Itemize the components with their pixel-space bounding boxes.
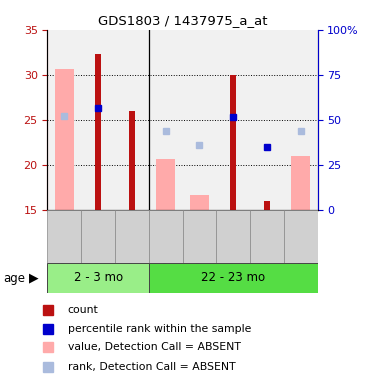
Title: GDS1803 / 1437975_a_at: GDS1803 / 1437975_a_at — [98, 15, 267, 27]
Text: count: count — [68, 305, 99, 315]
Bar — [149, 210, 182, 262]
Bar — [264, 201, 270, 210]
Bar — [129, 111, 135, 210]
Bar — [81, 30, 115, 210]
Bar — [156, 159, 175, 210]
Bar — [47, 262, 149, 292]
Bar — [182, 30, 216, 210]
Bar — [291, 156, 310, 210]
Bar — [190, 195, 209, 210]
Bar — [250, 210, 284, 262]
Bar — [182, 210, 216, 262]
Bar — [284, 30, 318, 210]
Bar — [230, 75, 236, 210]
Bar — [55, 69, 74, 210]
Text: 22 - 23 mo: 22 - 23 mo — [201, 271, 265, 284]
Bar — [81, 210, 115, 262]
Bar — [250, 30, 284, 210]
Text: 2 - 3 mo: 2 - 3 mo — [73, 271, 123, 284]
Text: age: age — [4, 272, 26, 285]
Bar — [115, 210, 149, 262]
Bar — [284, 210, 318, 262]
Bar — [95, 54, 101, 210]
Bar — [216, 210, 250, 262]
Text: ▶: ▶ — [28, 272, 38, 285]
Bar — [115, 30, 149, 210]
Bar — [149, 262, 318, 292]
Bar — [216, 30, 250, 210]
Bar — [149, 30, 182, 210]
Text: rank, Detection Call = ABSENT: rank, Detection Call = ABSENT — [68, 362, 235, 372]
Text: percentile rank within the sample: percentile rank within the sample — [68, 324, 251, 334]
Text: value, Detection Call = ABSENT: value, Detection Call = ABSENT — [68, 342, 241, 352]
Bar — [47, 30, 81, 210]
Bar — [47, 210, 81, 262]
